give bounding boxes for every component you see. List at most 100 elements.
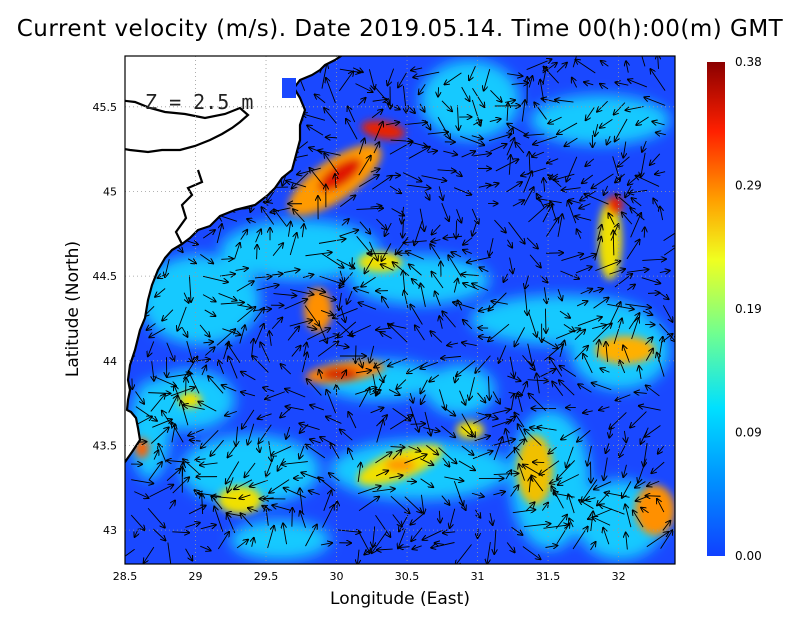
velocity-arrow (594, 481, 612, 490)
velocity-arrow (202, 366, 206, 376)
velocity-arrow (523, 465, 544, 477)
velocity-arrow (266, 462, 272, 476)
velocity-arrow (494, 219, 505, 232)
velocity-arrow (443, 236, 462, 238)
velocity-arrow (361, 276, 376, 286)
velocity-arrow (628, 80, 648, 88)
velocity-arrow (299, 445, 305, 458)
velocity-arrow (321, 253, 344, 268)
colorbar-tick-label: 0.19 (735, 302, 762, 316)
velocity-arrow (189, 371, 200, 394)
velocity-arrow (630, 411, 647, 428)
velocity-arrow (495, 159, 519, 172)
velocity-arrow (586, 498, 596, 500)
velocity-arrow (355, 370, 371, 372)
velocity-arrow (407, 361, 428, 373)
velocity-arrow (606, 342, 608, 362)
velocity-arrow (403, 219, 404, 237)
velocity-arrow (319, 370, 322, 379)
velocity-arrow (461, 151, 476, 158)
velocity-arrow (627, 284, 635, 291)
velocity-arrow (441, 202, 449, 221)
velocity-arrow (406, 185, 431, 188)
velocity-arrow (300, 511, 306, 528)
velocity-arrow (597, 340, 599, 358)
velocity-arrow (506, 182, 521, 193)
velocity-arrow (490, 89, 501, 102)
y-tick-label: 45.5 (93, 101, 118, 114)
velocity-arrow (556, 63, 567, 73)
velocity-arrow (408, 445, 421, 451)
velocity-arrow (437, 170, 456, 171)
velocity-arrow (329, 473, 340, 482)
velocity-arrow (623, 464, 626, 477)
velocity-arrow (492, 391, 500, 403)
velocity-arrow (241, 392, 256, 397)
velocity-arrow (403, 271, 405, 292)
velocity-arrow (604, 457, 608, 481)
velocity-arrow (303, 114, 326, 121)
velocity-arrow (511, 83, 528, 85)
velocity-arrow (522, 100, 525, 122)
velocity-arrow (389, 141, 413, 155)
velocity-arrow (357, 549, 359, 564)
velocity-arrow (318, 335, 338, 342)
velocity-arrow (655, 172, 666, 175)
velocity-arrow (537, 427, 557, 430)
velocity-arrow (226, 461, 240, 483)
velocity-arrow (382, 297, 390, 309)
velocity-arrow (288, 222, 290, 237)
velocity-arrow (186, 340, 193, 362)
velocity-arrow (585, 158, 595, 166)
velocity-arrow (305, 252, 331, 257)
velocity-arrow (420, 379, 428, 394)
velocity-arrow (299, 423, 320, 430)
velocity-arrow (338, 71, 353, 92)
velocity-arrow (370, 345, 375, 363)
colorbar-tick-labels: 0.00 0.09 0.19 0.29 0.38 (735, 55, 762, 563)
velocity-arrow (630, 213, 641, 238)
velocity-arrow (368, 69, 374, 89)
velocity-arrow (609, 269, 625, 275)
velocity-arrow (619, 443, 627, 457)
velocity-arrow (660, 530, 673, 549)
velocity-arrow (448, 255, 462, 278)
velocity-arrow (306, 286, 325, 292)
velocity-arrow (439, 316, 442, 329)
velocity-arrow (438, 447, 457, 464)
velocity-arrow (471, 493, 484, 497)
velocity-arrow (559, 310, 570, 318)
velocity-arrow (374, 358, 390, 368)
velocity-arrow (359, 357, 362, 367)
velocity-arrow (626, 240, 640, 260)
velocity-arrow (181, 401, 189, 426)
velocity-arrow (255, 324, 263, 344)
velocity-arrow (510, 485, 519, 497)
velocity-arrow (544, 287, 546, 303)
velocity-arrow (644, 227, 645, 238)
velocity-arrow (600, 368, 610, 372)
velocity-arrow (435, 291, 441, 307)
velocity-arrow (244, 462, 256, 477)
velocity-arrow (615, 82, 629, 85)
velocity-arrow (305, 525, 316, 547)
velocity-arrow (247, 219, 256, 223)
velocity-arrow (355, 83, 373, 92)
velocity-arrow (548, 116, 562, 123)
velocity-arrow (623, 141, 626, 158)
velocity-arrow (614, 102, 626, 115)
velocity-arrow (548, 175, 562, 188)
velocity-arrow (358, 156, 371, 176)
velocity-arrow (460, 135, 484, 145)
x-tick-label: 28.5 (113, 570, 138, 583)
velocity-arrow (185, 523, 199, 528)
colorbar (707, 62, 725, 556)
velocity-arrow (622, 481, 632, 498)
velocity-arrow (547, 158, 559, 164)
velocity-arrow (558, 474, 579, 484)
velocity-arrow (421, 283, 426, 307)
velocity-arrow (421, 175, 447, 181)
velocity-arrow (147, 323, 156, 330)
velocity-arrow (319, 293, 336, 300)
velocity-arrow (447, 343, 459, 345)
